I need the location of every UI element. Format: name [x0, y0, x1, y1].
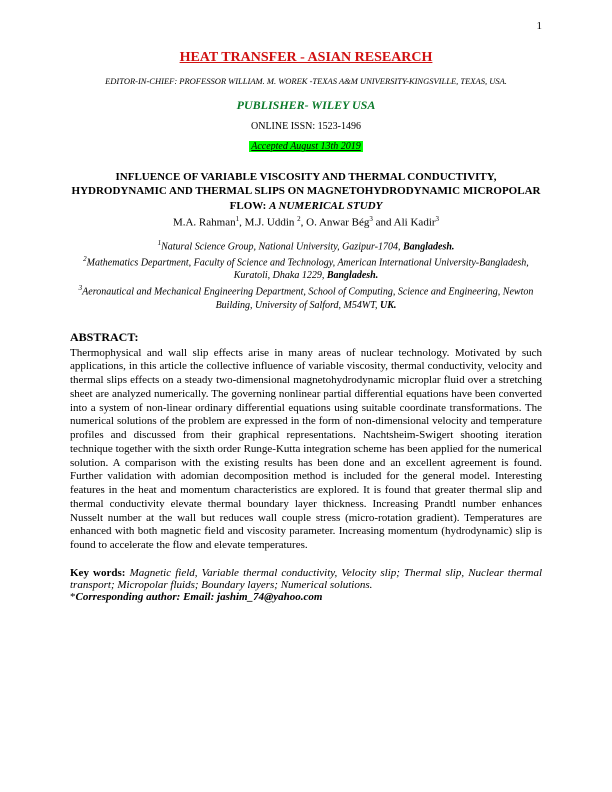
page-number: 1	[537, 20, 543, 32]
abstract-body: Thermophysical and wall slip effects ari…	[70, 347, 542, 553]
affiliations: 1Natural Science Group, National Univers…	[70, 239, 542, 312]
abstract-block: ABSTRACT: Thermophysical and wall slip e…	[70, 330, 542, 553]
affiliation-line: 3Aeronautical and Mechanical Engineering…	[70, 284, 542, 311]
keywords-label: Key words:	[70, 567, 130, 579]
editor-in-chief-line: EDITOR-IN-CHIEF: PROFESSOR WILLIAM. M. W…	[70, 76, 542, 86]
accepted-date-text: Accepted August 13th 2019	[249, 141, 363, 152]
keywords-list: Magnetic field, Variable thermal conduct…	[70, 567, 542, 591]
publisher-line: PUBLISHER- WILEY USA	[70, 98, 542, 113]
issn-line: ONLINE ISSN: 1523-1496	[70, 121, 542, 132]
abstract-heading: ABSTRACT:	[70, 330, 542, 345]
paper-title: INFLUENCE OF VARIABLE VISCOSITY AND THER…	[70, 170, 542, 213]
corresponding-author-text: Corresponding author: Email: jashim_74@y…	[76, 591, 323, 603]
authors-line: M.A. Rahman1, M.J. Uddin 2, O. Anwar Bég…	[70, 215, 542, 229]
journal-title: HEAT TRANSFER - ASIAN RESEARCH	[70, 50, 542, 66]
paper-title-subtitle: A NUMERICAL STUDY	[269, 200, 382, 212]
keywords-block: Key words: Magnetic field, Variable ther…	[70, 567, 542, 591]
affiliation-line: 1Natural Science Group, National Univers…	[70, 239, 542, 253]
accepted-date-line: Accepted August 13th 2019	[70, 140, 542, 152]
corresponding-author: *Corresponding author: Email: jashim_74@…	[70, 591, 542, 603]
affiliation-line: 2Mathematics Department, Faculty of Scie…	[70, 255, 542, 282]
